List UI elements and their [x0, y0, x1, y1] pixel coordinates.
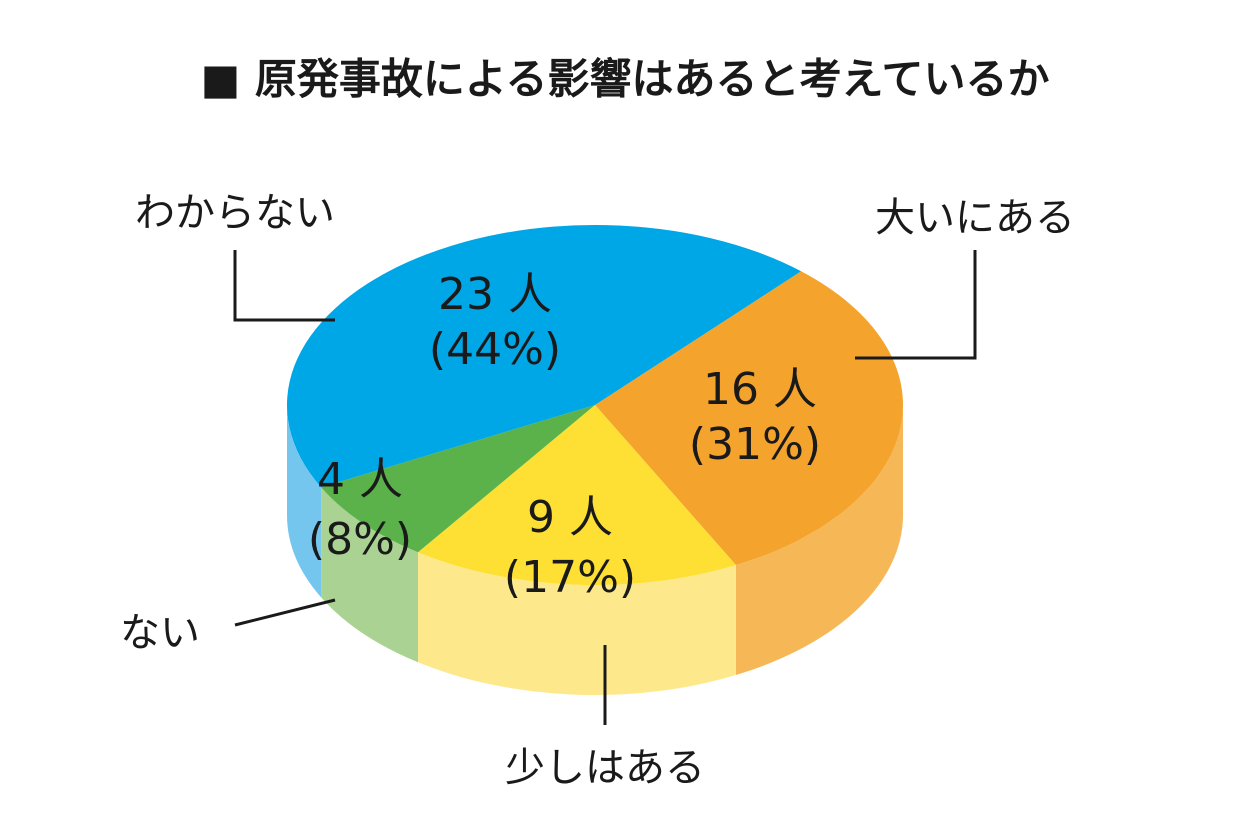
- slice: [595, 271, 903, 566]
- value-label: 4 人: [317, 454, 403, 505]
- percent-label: (44%): [429, 324, 561, 375]
- leader-line: [233, 250, 335, 322]
- percent-label: (31%): [689, 419, 821, 470]
- leader-line: [234, 598, 336, 627]
- percent-label: (8%): [308, 514, 412, 565]
- slice: [321, 405, 595, 553]
- category-label: 大いにある: [875, 195, 1075, 241]
- category-label: わからない: [135, 190, 335, 236]
- slice: [287, 225, 802, 488]
- category-label: ない: [120, 610, 200, 656]
- slice-side: [417, 552, 736, 695]
- slice-side: [287, 405, 322, 598]
- slice-side: [321, 487, 418, 663]
- leader-line: [855, 250, 977, 360]
- slice-side: [735, 405, 903, 676]
- chart-title: ■ 原発事故による影響はあると考えているか: [201, 55, 1050, 104]
- category-label: 少しはある: [505, 745, 705, 791]
- value-label: 16 人: [703, 364, 817, 415]
- value-label: 9 人: [527, 492, 613, 543]
- percent-label: (17%): [504, 552, 636, 603]
- slice: [417, 405, 736, 585]
- value-label: 23 人: [438, 269, 552, 320]
